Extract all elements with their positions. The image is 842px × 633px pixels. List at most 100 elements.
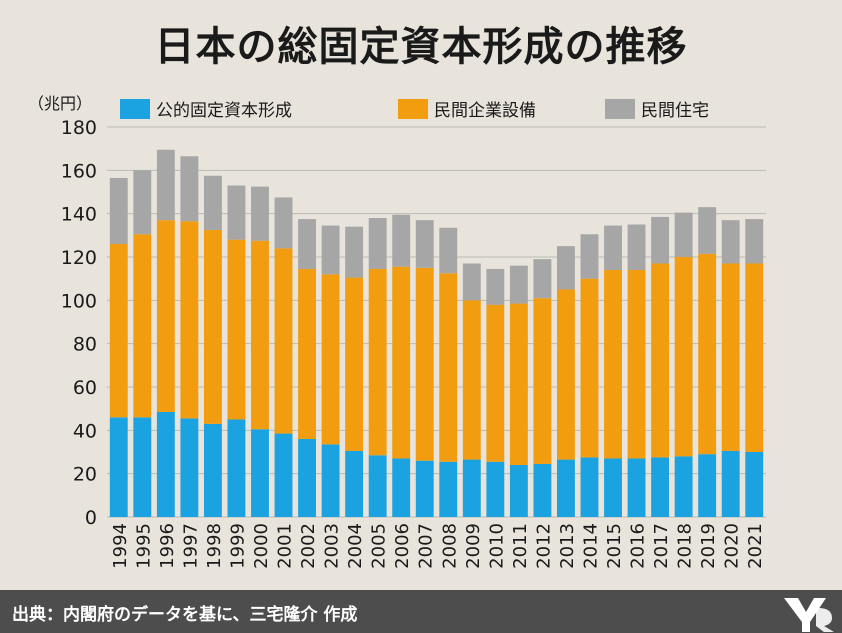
bar-segment-public-2020 [721, 450, 740, 517]
bar-segment-equipment-2010 [486, 304, 505, 462]
bar-segment-public-2001 [274, 433, 293, 517]
x-tick-label: 2008 [439, 523, 460, 569]
bar-segment-housing-2003 [321, 225, 340, 275]
x-tick-label: 2010 [486, 523, 507, 569]
bar-segment-housing-2020 [721, 220, 740, 264]
bar-segment-public-1998 [203, 423, 222, 517]
bar-segment-equipment-2003 [321, 274, 340, 445]
bar-segment-public-2003 [321, 444, 340, 517]
x-tick-label: 2003 [322, 523, 343, 569]
logo-icon [784, 598, 834, 632]
bar-segment-public-2012 [533, 463, 552, 517]
bar-segment-equipment-2008 [439, 273, 458, 462]
x-tick-label: 2017 [651, 523, 672, 569]
bar-segment-equipment-2016 [627, 270, 646, 459]
x-tick-label: 1999 [227, 523, 248, 569]
legend-swatch-public [120, 98, 150, 119]
bar-segment-equipment-2007 [415, 267, 434, 461]
bar-segment-equipment-2020 [721, 263, 740, 451]
bar-segment-housing-2004 [345, 226, 364, 278]
bar-segment-housing-2018 [674, 212, 693, 257]
legend-label-housing: 民間住宅 [641, 101, 709, 121]
legend-swatch-housing [605, 98, 635, 119]
legend-label-equipment: 民間企業設備 [434, 101, 536, 121]
bar-segment-equipment-2015 [604, 270, 622, 459]
x-tick-label: 2016 [628, 523, 649, 569]
bar-segment-housing-2007 [415, 220, 434, 268]
bar-segment-public-2013 [557, 459, 575, 517]
x-tick-label: 2014 [580, 523, 601, 569]
x-tick-label: 2019 [698, 523, 719, 569]
x-tick-label: 1994 [110, 523, 131, 569]
x-tick-label: 1995 [133, 523, 154, 569]
bar-segment-housing-2019 [698, 207, 717, 254]
bar-segment-housing-2015 [604, 225, 622, 270]
y-tick-label: 100 [61, 290, 97, 312]
x-tick-label: 2005 [369, 523, 390, 569]
bar-segment-public-2021 [745, 452, 764, 517]
x-tick-label: 2002 [298, 523, 319, 569]
bar-segment-equipment-2000 [251, 240, 269, 430]
y-axis-ticks: 0 20 40 60 80 100 120 140 160 180 [61, 117, 97, 529]
x-tick-label: 2000 [251, 523, 272, 569]
bar-segment-public-2000 [251, 429, 269, 517]
y-axis-unit: （兆円） [28, 94, 93, 113]
bar-segment-housing-1996 [156, 149, 175, 221]
bar-segment-housing-2001 [274, 197, 293, 249]
bar-segment-equipment-1996 [156, 220, 175, 412]
legend-label-public: 公的固定資本形成 [156, 101, 292, 121]
x-tick-label: 2011 [510, 523, 531, 569]
legend-item-public: 公的固定資本形成 [120, 96, 292, 121]
x-tick-label: 2001 [275, 523, 296, 569]
legend: 公的固定資本形成 民間企業設備 民間住宅 [0, 96, 842, 122]
x-tick-label: 2020 [722, 523, 743, 569]
x-tick-label: 2004 [345, 523, 366, 569]
bar-segment-housing-2009 [462, 263, 481, 301]
bar-segment-equipment-1999 [227, 239, 246, 420]
x-tick-label: 1996 [157, 523, 178, 569]
bar-segment-public-2002 [298, 439, 316, 517]
bar-segment-public-1999 [227, 419, 246, 517]
bar-segment-equipment-2012 [533, 298, 552, 464]
y-tick-label: 160 [61, 160, 97, 182]
bar-segment-housing-2000 [251, 186, 269, 241]
bar-segment-housing-1995 [133, 170, 152, 235]
footer-bar: 出典：内閣府のデータを基に、三宅隆介 作成 [0, 590, 842, 633]
x-axis-ticks: 1994 1995 1996 1997 1998 1999 2000 2001 2002 2003… [110, 523, 766, 569]
bars [109, 149, 764, 517]
bar-segment-public-1995 [133, 417, 152, 517]
bar-segment-equipment-1998 [203, 229, 222, 424]
bar-segment-housing-2013 [557, 246, 575, 290]
y-tick-label: 60 [73, 377, 97, 399]
x-tick-label: 2009 [463, 523, 484, 569]
bar-segment-public-2011 [509, 465, 528, 517]
x-tick-label: 1997 [180, 523, 201, 569]
bar-segment-public-2007 [415, 460, 434, 517]
bar-segment-equipment-2002 [298, 268, 316, 439]
y-tick-label: 40 [73, 420, 97, 442]
bar-segment-housing-2011 [509, 265, 528, 304]
bar-segment-housing-2017 [651, 216, 670, 264]
bar-segment-housing-2002 [298, 219, 316, 269]
x-tick-label: 2013 [557, 523, 578, 569]
legend-item-equipment: 民間企業設備 [398, 96, 536, 121]
bar-segment-housing-1997 [180, 156, 199, 222]
bar-segment-equipment-2006 [392, 266, 411, 459]
bar-segment-equipment-2018 [674, 257, 693, 457]
bar-segment-housing-1999 [227, 185, 246, 240]
bar-segment-housing-2008 [439, 227, 458, 274]
bar-segment-public-1996 [156, 411, 175, 517]
bar-segment-housing-2021 [745, 219, 764, 264]
bar-segment-equipment-2011 [509, 303, 528, 465]
bar-segment-public-2014 [580, 457, 599, 517]
bar-segment-equipment-2001 [274, 248, 293, 434]
bar-segment-housing-1998 [203, 175, 222, 230]
bar-segment-equipment-1997 [180, 221, 199, 419]
bar-segment-housing-2016 [627, 224, 646, 270]
x-tick-label: 1998 [204, 523, 225, 569]
x-tick-label: 2012 [533, 523, 554, 569]
bar-segment-equipment-1994 [109, 244, 128, 418]
bar-segment-public-2006 [392, 458, 411, 517]
bar-segment-public-2019 [698, 454, 717, 517]
